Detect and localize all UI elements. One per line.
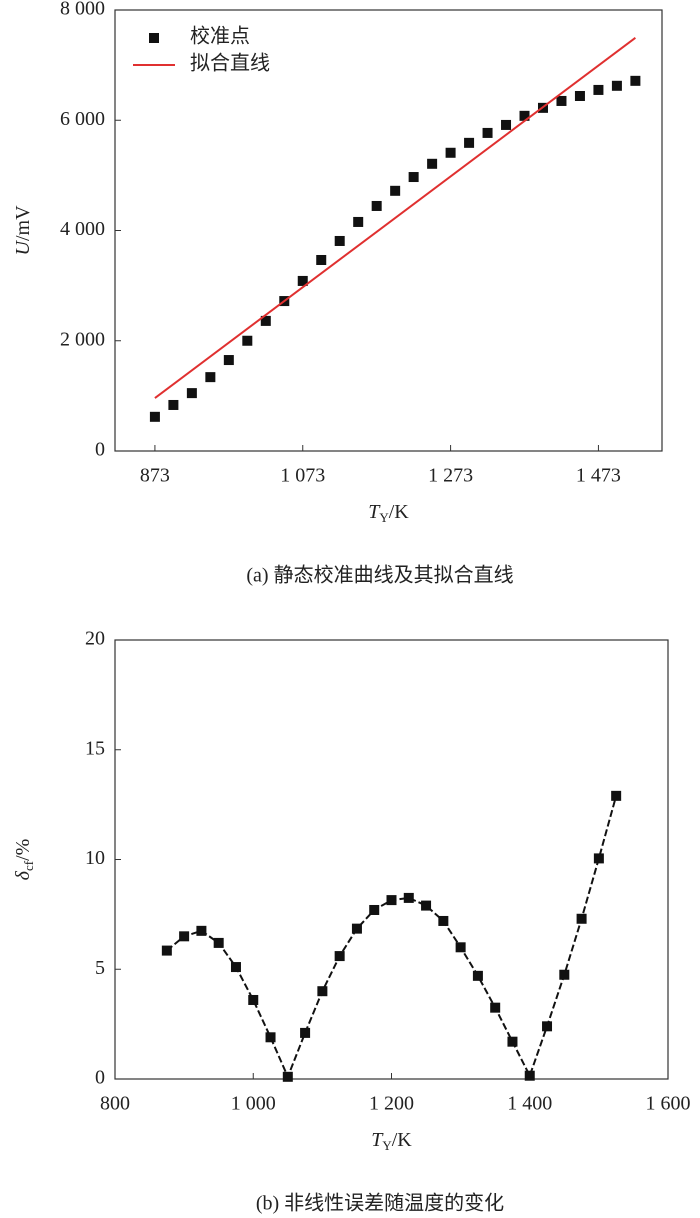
x-tick-label: 1 000 <box>231 1093 276 1115</box>
y-tick-label: 6 000 <box>60 108 105 130</box>
y-tick-label: 2 000 <box>60 328 105 350</box>
label-symbol: U <box>12 240 34 256</box>
marker <box>576 913 587 924</box>
x-tick-label: 1 473 <box>576 465 621 487</box>
marker <box>403 892 414 903</box>
marker <box>369 904 380 915</box>
label-symbol: δ <box>12 870 34 880</box>
marker <box>334 235 345 246</box>
y-tick-label: 0 <box>95 1067 105 1089</box>
label-subscript: Y <box>382 1138 392 1153</box>
marker <box>472 970 483 981</box>
y-tick-label: 20 <box>85 628 105 650</box>
marker <box>149 411 160 422</box>
marker <box>242 335 253 346</box>
marker <box>445 147 456 158</box>
marker <box>371 200 382 211</box>
marker <box>593 853 604 864</box>
label-unit: /K <box>389 501 410 523</box>
marker <box>168 399 179 410</box>
x-tick-label: 1 600 <box>646 1093 691 1115</box>
x-tick-label: 1 073 <box>280 465 325 487</box>
marker <box>490 1002 501 1013</box>
marker <box>386 895 397 906</box>
marker <box>611 80 622 91</box>
label-subscript: Y <box>379 510 389 525</box>
legend-marker <box>149 33 159 43</box>
marker <box>334 951 345 962</box>
marker <box>353 216 364 227</box>
marker <box>282 1071 293 1082</box>
marker <box>611 790 622 801</box>
marker <box>213 937 224 948</box>
marker <box>542 1021 553 1032</box>
plot-frame <box>114 9 663 452</box>
legend-label: 校准点 <box>190 25 250 48</box>
marker <box>317 986 328 997</box>
y-axis-label: δcf/% <box>12 839 36 881</box>
x-axis-label: TY/K <box>368 501 409 525</box>
marker <box>507 1036 518 1047</box>
marker <box>186 388 197 399</box>
marker <box>501 119 512 130</box>
y-axis-label: U/mV <box>12 205 34 256</box>
marker <box>265 1032 276 1043</box>
label-symbol: T <box>368 501 381 523</box>
label-unit: /mV <box>12 205 34 241</box>
marker <box>630 75 641 86</box>
x-tick-label: 873 <box>140 465 170 487</box>
marker <box>196 925 207 936</box>
marker <box>390 185 401 196</box>
marker <box>519 110 530 121</box>
marker <box>297 275 308 286</box>
marker <box>179 931 190 942</box>
y-tick-label: 15 <box>85 737 105 759</box>
marker <box>593 84 604 95</box>
marker <box>455 942 466 953</box>
marker <box>223 355 234 366</box>
marker <box>559 969 570 980</box>
series-line <box>166 795 618 1080</box>
x-axis-label: TY/K <box>371 1129 412 1153</box>
marker <box>205 372 216 383</box>
marker <box>427 158 438 169</box>
marker <box>161 945 172 956</box>
marker <box>230 962 241 973</box>
marker <box>438 915 449 926</box>
y-tick-label: 4 000 <box>60 218 105 240</box>
y-tick-label: 10 <box>85 847 105 869</box>
plot-frame <box>114 639 669 1080</box>
label-symbol: T <box>371 1129 384 1151</box>
label-unit: /K <box>392 1129 413 1151</box>
legend-label: 拟合直线 <box>190 52 270 75</box>
marker <box>482 127 493 138</box>
x-tick-label: 800 <box>100 1093 130 1115</box>
x-tick-label: 1 400 <box>507 1093 552 1115</box>
marker <box>408 172 419 183</box>
marker <box>524 1070 535 1081</box>
label-unit: /% <box>12 839 34 861</box>
x-tick-label: 1 273 <box>428 465 473 487</box>
marker <box>574 90 585 101</box>
y-tick-label: 0 <box>95 439 105 461</box>
marker <box>300 1027 311 1038</box>
marker <box>316 254 327 265</box>
x-tick-label: 1 200 <box>369 1093 414 1115</box>
caption: (a) 静态校准曲线及其拟合直线 <box>246 564 513 587</box>
marker <box>351 923 362 934</box>
caption: (b) 非线性误差随温度的变化 <box>256 1192 504 1215</box>
marker <box>260 315 271 326</box>
y-tick-label: 5 <box>95 957 105 979</box>
series-line <box>154 37 636 399</box>
marker <box>248 994 259 1005</box>
marker <box>556 95 567 106</box>
y-tick-label: 8 000 <box>60 0 105 20</box>
label-subscript: cf <box>21 860 36 871</box>
marker <box>421 900 432 911</box>
marker <box>464 137 475 148</box>
